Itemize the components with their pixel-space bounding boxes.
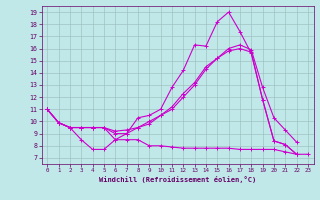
X-axis label: Windchill (Refroidissement éolien,°C): Windchill (Refroidissement éolien,°C) <box>99 176 256 183</box>
